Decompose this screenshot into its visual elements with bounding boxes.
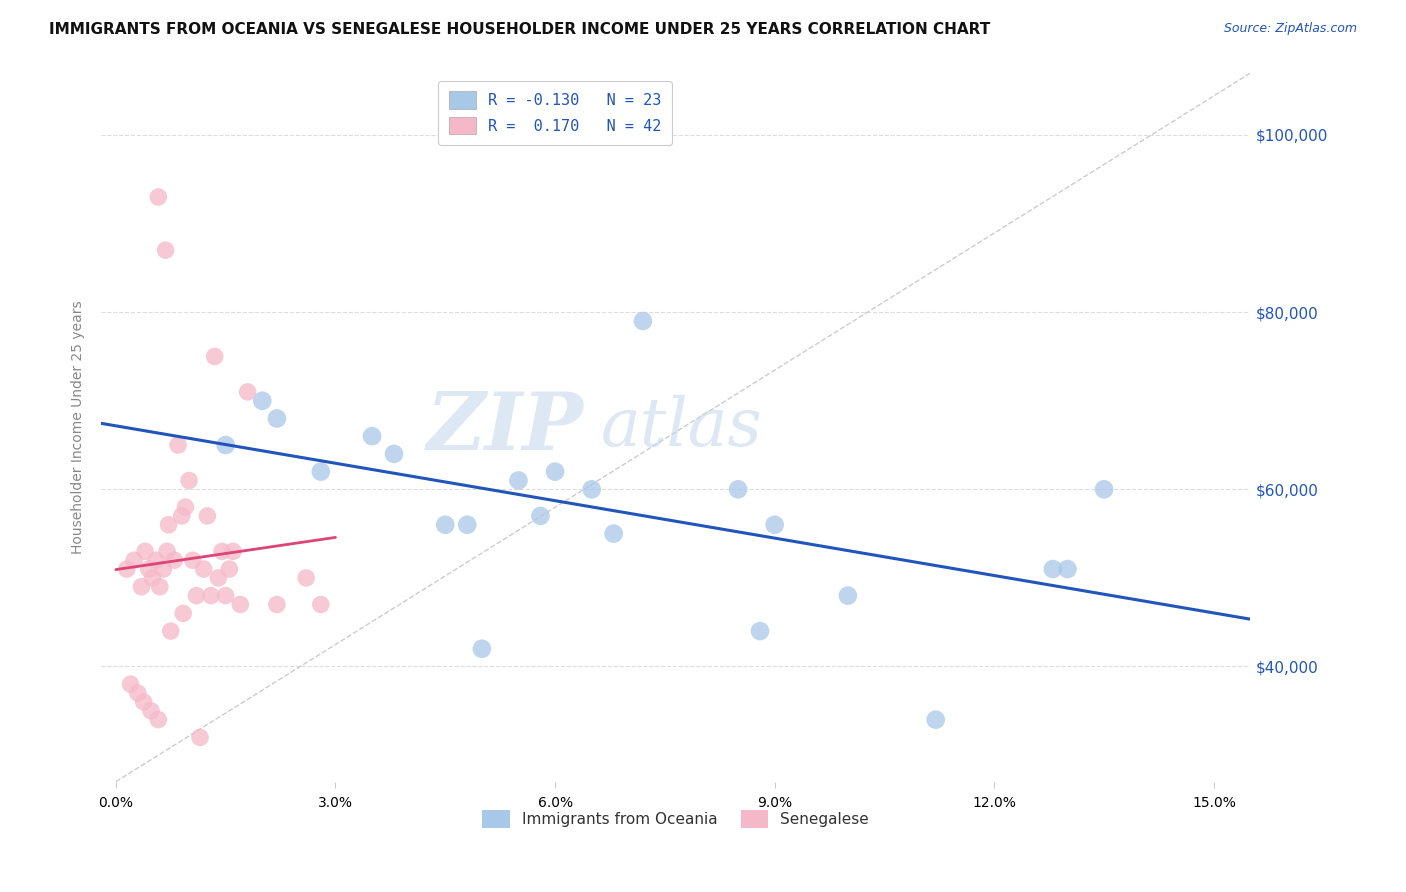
Point — [214, 589, 236, 603]
Y-axis label: Householder Income Under 25 years: Householder Income Under 25 years — [72, 301, 86, 554]
Point — [266, 598, 288, 612]
Point — [145, 553, 167, 567]
Point — [120, 677, 142, 691]
Point — [218, 562, 240, 576]
Text: Source: ZipAtlas.com: Source: ZipAtlas.com — [1223, 22, 1357, 36]
Point — [186, 589, 208, 603]
Point — [174, 500, 197, 514]
Point — [727, 483, 749, 497]
Point — [177, 474, 200, 488]
Point — [266, 411, 288, 425]
Point — [529, 508, 551, 523]
Text: atlas: atlas — [602, 394, 763, 460]
Point — [361, 429, 384, 443]
Point — [581, 483, 603, 497]
Text: IMMIGRANTS FROM OCEANIA VS SENEGALESE HOUSEHOLDER INCOME UNDER 25 YEARS CORRELAT: IMMIGRANTS FROM OCEANIA VS SENEGALESE HO… — [49, 22, 990, 37]
Point — [602, 526, 624, 541]
Point — [1042, 562, 1064, 576]
Point — [252, 393, 274, 408]
Point — [188, 731, 211, 745]
Point — [207, 571, 229, 585]
Point — [163, 553, 186, 567]
Point — [309, 598, 332, 612]
Point — [295, 571, 318, 585]
Point — [152, 562, 174, 576]
Point — [200, 589, 222, 603]
Point — [1092, 483, 1115, 497]
Point — [309, 465, 332, 479]
Point — [382, 447, 405, 461]
Point — [132, 695, 155, 709]
Point — [148, 190, 170, 204]
Point — [138, 562, 160, 576]
Point — [148, 713, 170, 727]
Point — [222, 544, 245, 558]
Point — [434, 517, 457, 532]
Point — [131, 580, 153, 594]
Point — [211, 544, 233, 558]
Point — [172, 607, 194, 621]
Point — [149, 580, 172, 594]
Point — [127, 686, 149, 700]
Legend: Immigrants from Oceania, Senegalese: Immigrants from Oceania, Senegalese — [477, 805, 876, 834]
Point — [236, 384, 259, 399]
Point — [214, 438, 236, 452]
Point — [115, 562, 138, 576]
Point — [134, 544, 156, 558]
Point — [631, 314, 654, 328]
Point — [181, 553, 204, 567]
Point — [471, 641, 494, 656]
Point — [925, 713, 948, 727]
Point — [508, 474, 530, 488]
Point — [193, 562, 215, 576]
Point — [1056, 562, 1078, 576]
Point — [141, 571, 163, 585]
Point — [157, 517, 180, 532]
Point — [749, 624, 772, 638]
Point — [456, 517, 478, 532]
Point — [763, 517, 786, 532]
Point — [122, 553, 145, 567]
Point — [544, 465, 567, 479]
Point — [204, 350, 226, 364]
Point — [170, 508, 193, 523]
Point — [837, 589, 859, 603]
Point — [159, 624, 181, 638]
Point — [139, 704, 162, 718]
Point — [229, 598, 252, 612]
Point — [156, 544, 179, 558]
Point — [167, 438, 190, 452]
Point — [195, 508, 218, 523]
Point — [155, 243, 177, 257]
Text: ZIP: ZIP — [427, 389, 583, 466]
